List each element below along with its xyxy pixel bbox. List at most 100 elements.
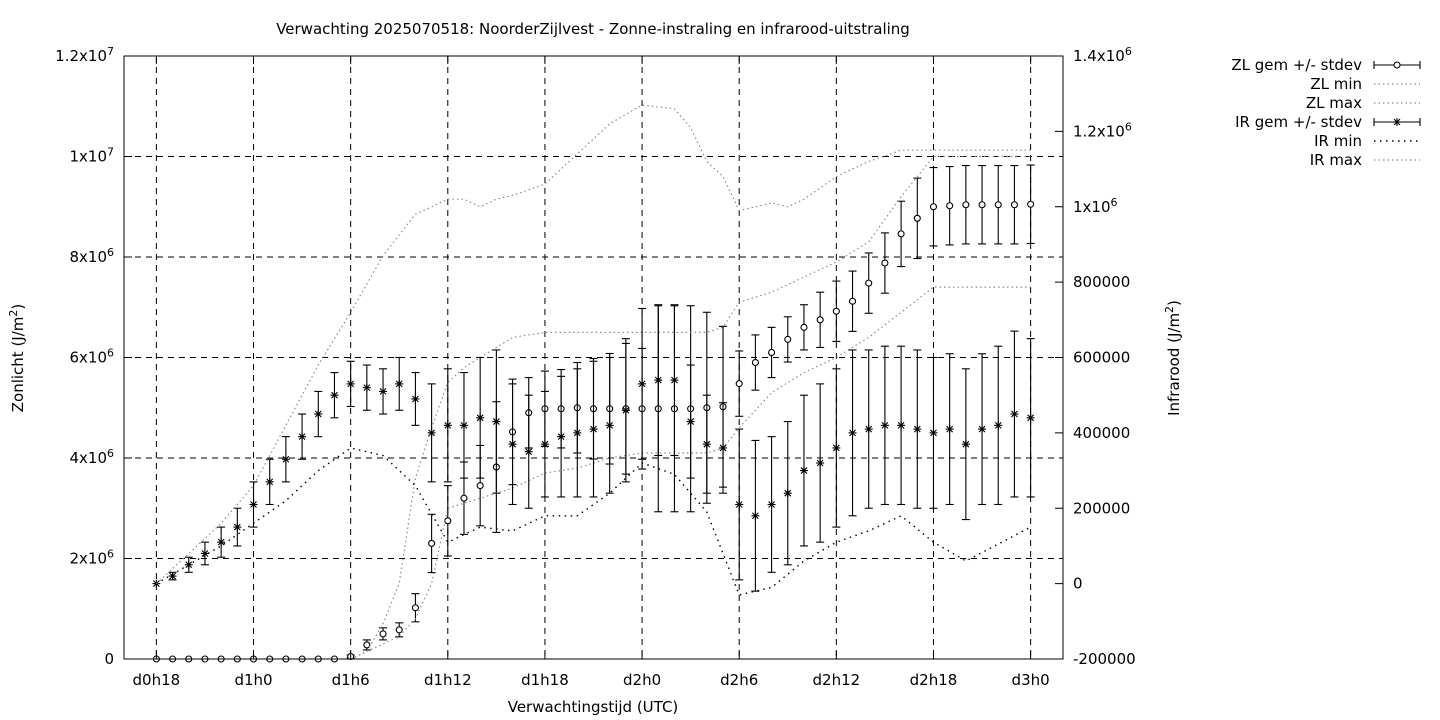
zl-point xyxy=(428,539,436,547)
ir-point xyxy=(459,421,468,430)
ir-point xyxy=(1010,410,1019,419)
ir-point xyxy=(767,500,776,509)
x-tick-label: d2h18 xyxy=(910,671,958,689)
y2-tick-label: 600000 xyxy=(1073,349,1130,367)
ir-point xyxy=(492,417,501,426)
ir-point xyxy=(605,421,614,430)
zl-point xyxy=(768,348,776,357)
y2-axis-label: Infrarood (J/m2) xyxy=(1163,300,1183,416)
ir-point xyxy=(508,440,517,449)
series-5 xyxy=(155,104,1031,585)
y-tick-label: 8x106 xyxy=(69,246,114,266)
ir-point xyxy=(945,425,954,434)
zl-point xyxy=(379,630,387,638)
zl-point xyxy=(913,214,921,222)
ir-point xyxy=(686,417,695,426)
ir-point xyxy=(540,440,549,449)
y2-tick-label: 200000 xyxy=(1073,499,1130,517)
ir-point xyxy=(913,425,922,434)
x-tick-label: d3h0 xyxy=(1012,671,1050,689)
ir-point xyxy=(362,383,371,392)
zl-point xyxy=(832,307,840,315)
ir-point xyxy=(411,394,420,403)
ir-point xyxy=(994,421,1003,430)
ir-point xyxy=(816,459,825,468)
y2-tick-label: 400000 xyxy=(1073,424,1130,442)
series-2 xyxy=(350,155,1031,660)
ir-point xyxy=(168,572,177,581)
zl-point xyxy=(800,323,808,331)
y2-tick-label: 0 xyxy=(1073,575,1083,593)
series-line xyxy=(350,155,1031,660)
zl-point xyxy=(735,380,743,388)
zl-point xyxy=(994,201,1002,209)
ir-point xyxy=(557,432,566,441)
ir-point xyxy=(573,428,582,437)
ir-point xyxy=(864,425,873,434)
y-tick-label: 2x106 xyxy=(69,548,114,568)
zl-point xyxy=(816,316,824,324)
ir-point xyxy=(443,421,452,430)
zl-point xyxy=(751,358,759,367)
ir-point xyxy=(848,428,857,437)
ir-point xyxy=(589,425,598,434)
ir-point xyxy=(298,432,307,441)
legend-marker xyxy=(1393,61,1401,69)
zl-point xyxy=(897,230,905,238)
ir-point xyxy=(249,500,258,509)
legend-label: ZL max xyxy=(1306,94,1362,112)
ir-point xyxy=(735,500,744,509)
ir-point xyxy=(395,379,404,388)
series-4 xyxy=(156,447,1031,596)
ir-point xyxy=(702,440,711,449)
series-line xyxy=(156,447,1031,596)
ir-point xyxy=(670,376,679,385)
zl-point xyxy=(929,203,938,211)
y2-tick-label: 800000 xyxy=(1073,273,1130,291)
zl-point xyxy=(865,279,873,287)
legend-label: ZL gem +/- stdev xyxy=(1231,56,1362,74)
ir-point xyxy=(524,447,533,456)
plot-frame xyxy=(123,55,1064,660)
zl-point xyxy=(363,641,371,649)
x-tick-label: d1h12 xyxy=(424,671,472,689)
ir-point xyxy=(314,410,323,419)
y2-tick-label: 1x106 xyxy=(1073,196,1118,216)
ir-point xyxy=(638,379,647,388)
ir-point xyxy=(476,413,485,422)
ir-point xyxy=(346,379,355,388)
zl-point xyxy=(476,482,484,490)
y-tick-label: 4x106 xyxy=(69,447,114,467)
zl-point xyxy=(1010,201,1018,209)
ir-point xyxy=(751,511,760,520)
ir-point xyxy=(281,455,290,464)
zl-point xyxy=(1027,200,1035,208)
y2-tick-label: 1.4x106 xyxy=(1073,45,1132,65)
ir-point xyxy=(1393,118,1401,126)
ir-point xyxy=(897,421,906,430)
zl-point xyxy=(881,259,889,267)
y-tick-label: 6x106 xyxy=(69,347,114,367)
x-tick-label: d2h12 xyxy=(813,671,861,689)
y-tick-label: 1x107 xyxy=(69,146,114,166)
ir-point xyxy=(799,466,808,475)
ir-point xyxy=(217,538,226,547)
ir-point xyxy=(654,376,663,385)
legend-label: IR gem +/- stdev xyxy=(1235,113,1362,131)
legend-label: IR min xyxy=(1314,132,1362,150)
axes: d0h18 d1h0 d1h6 d1h12 d1h18 d2h0 d2h6 d2h12 d2h1… xyxy=(55,45,1136,689)
x-tick-label: d1h18 xyxy=(521,671,569,689)
ir-point xyxy=(152,579,161,588)
ir-point xyxy=(200,549,209,558)
ir-point xyxy=(379,387,388,396)
ir-point xyxy=(1026,413,1035,422)
x-tick-label: d2h6 xyxy=(720,671,758,689)
ir-point xyxy=(719,443,728,452)
legend-label: IR max xyxy=(1310,151,1362,169)
ir-point xyxy=(978,425,987,434)
x-tick-label: d1h0 xyxy=(234,671,272,689)
y-axis-label: Zonlicht (J/m2) xyxy=(7,304,27,413)
ir-point xyxy=(929,428,938,437)
